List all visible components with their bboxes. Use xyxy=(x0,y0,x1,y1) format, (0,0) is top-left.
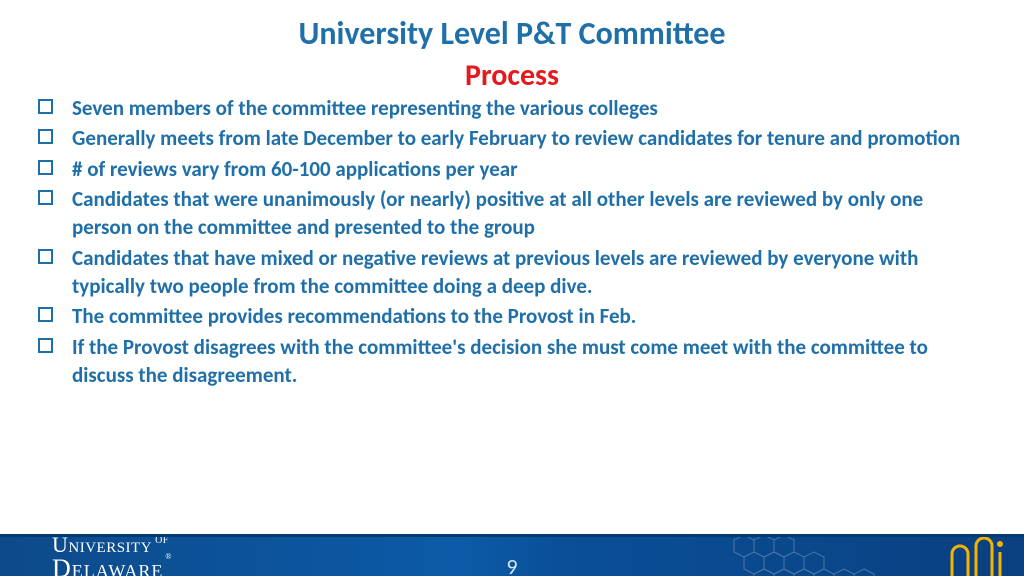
checkbox-icon xyxy=(38,307,53,322)
checkbox-icon xyxy=(38,160,53,175)
bullet-item: # of reviews vary from 60-100 applicatio… xyxy=(38,155,986,183)
slide-title: University Level P&T Committee xyxy=(0,14,1024,53)
slide-subtitle: Process xyxy=(0,57,1024,94)
footer-bar: UNIVERSITY OF DELAWARE® 9 xyxy=(0,534,1024,576)
checkbox-icon xyxy=(38,338,53,353)
logo-of: OF xyxy=(152,535,169,546)
slide: University Level P&T Committee Process S… xyxy=(0,14,1024,576)
page-number: 9 xyxy=(0,553,1024,576)
checkbox-icon xyxy=(38,249,53,264)
checkbox-icon xyxy=(38,190,53,205)
bullet-text: Candidates that have mixed or negative r… xyxy=(72,245,918,299)
bullet-item: If the Provost disagrees with the commit… xyxy=(38,333,986,390)
bullet-item: Candidates that were unanimously (or nea… xyxy=(38,185,986,242)
bullet-text: Candidates that were unanimously (or nea… xyxy=(72,186,923,240)
bullet-text: The committee provides recommendations t… xyxy=(72,303,636,329)
bullet-text: # of reviews vary from 60-100 applicatio… xyxy=(72,156,518,182)
bullet-text: Seven members of the committee represent… xyxy=(72,95,658,121)
content-area: Seven members of the committee represent… xyxy=(0,94,1024,389)
bullet-list: Seven members of the committee represent… xyxy=(38,94,986,389)
bullet-item: Generally meets from late December to ea… xyxy=(38,124,986,152)
bullet-item: Seven members of the committee represent… xyxy=(38,94,986,122)
footer: UNIVERSITY OF DELAWARE® 9 xyxy=(0,520,1024,576)
bullet-text: Generally meets from late December to ea… xyxy=(72,125,960,151)
checkbox-icon xyxy=(38,99,53,114)
bullet-item: The committee provides recommendations t… xyxy=(38,302,986,330)
checkbox-icon xyxy=(38,129,53,144)
bullet-item: Candidates that have mixed or negative r… xyxy=(38,244,986,301)
bullet-text: If the Provost disagrees with the commit… xyxy=(72,334,928,388)
